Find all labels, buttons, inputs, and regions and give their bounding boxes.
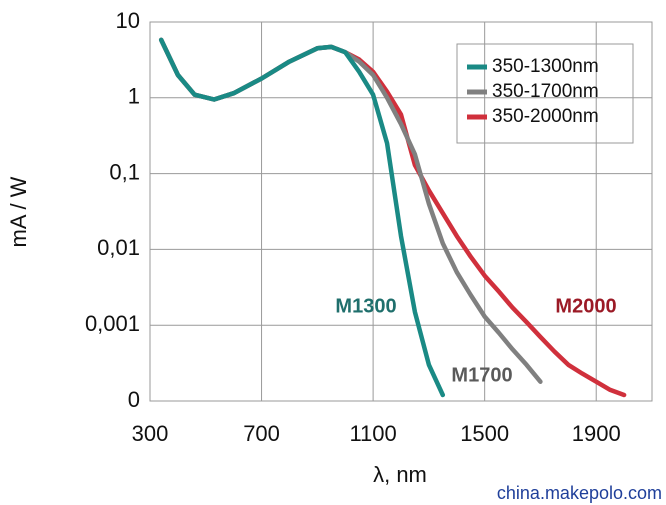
y-axis-label: mA / W <box>6 176 31 247</box>
x-tick-label: 1500 <box>460 421 509 446</box>
legend-label: 350-2000nm <box>492 106 599 127</box>
legend-label: 350-1300nm <box>492 56 599 77</box>
legend-label: 350-1700nm <box>492 81 599 102</box>
watermark: china.makepolo.com <box>497 483 662 503</box>
series-line <box>158 37 446 398</box>
y-tick-label: 1 <box>128 84 140 109</box>
annotation: M1700 <box>451 364 512 386</box>
x-tick-label: 1100 <box>349 421 396 446</box>
y-tick-label: 10 <box>116 8 140 33</box>
y-tick-label: 0 <box>128 387 140 412</box>
y-tick-label: 0,01 <box>97 235 140 260</box>
x-tick-label: 1900 <box>572 421 621 446</box>
x-tick-label: 300 <box>132 421 169 446</box>
annotation: M2000 <box>555 295 616 317</box>
y-tick-label: 0,001 <box>85 311 140 336</box>
annotation: M1300 <box>335 295 396 317</box>
x-tick-label: 700 <box>243 421 280 446</box>
y-tick-label: 0,1 <box>109 159 140 184</box>
x-axis-label: λ, nm <box>373 462 427 487</box>
